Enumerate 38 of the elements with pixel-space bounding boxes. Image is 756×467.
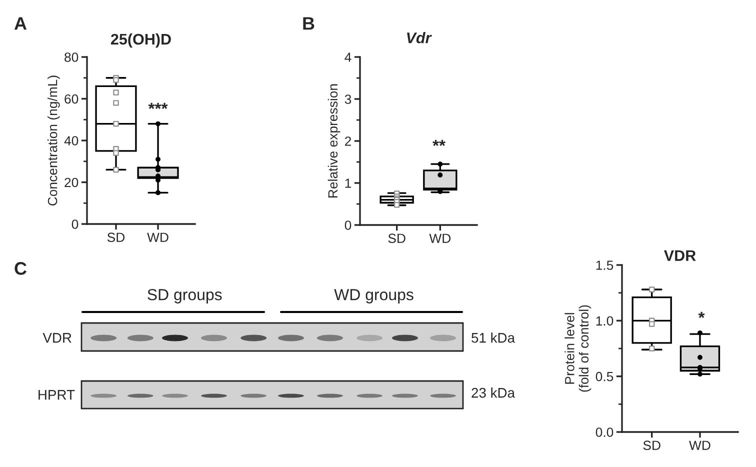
x-tick-label: WD: [689, 440, 710, 450]
annotation: **: [432, 140, 446, 146]
y-tick-label: 1: [345, 178, 352, 188]
x-tick-label: WD: [147, 232, 168, 242]
y-tick-label: 0: [72, 220, 78, 229]
x-tick-label: WD: [429, 234, 451, 243]
text: SD groups: [148, 288, 222, 304]
x-tick-label: SD: [388, 234, 406, 244]
annotation: ***: [148, 102, 168, 110]
chart-title: VDR: [664, 250, 696, 261]
y-tick-label: 0.5: [596, 372, 614, 382]
y-tick-label: 1.5: [596, 260, 614, 270]
y-tick-label: 40: [64, 136, 78, 146]
text: C: [14, 262, 27, 275]
text: HPRT: [38, 390, 75, 400]
chart-title: 25(OH)D: [110, 33, 171, 48]
y-tick-label: 2: [344, 136, 352, 146]
text: 51 kDa: [472, 332, 516, 343]
y-axis-title: Protein level (fold of control): [564, 305, 592, 392]
x-tick-label: SD: [107, 232, 125, 242]
y-axis-title: Relative expression: [328, 84, 340, 198]
y-tick-label: 0: [344, 220, 352, 230]
annotation: *: [698, 312, 705, 318]
x-tick-label: SD: [643, 440, 660, 450]
text: WD groups: [334, 289, 414, 304]
text: 23 kDa: [472, 388, 516, 398]
y-tick-label: 60: [64, 94, 78, 104]
y-tick-label: 80: [64, 52, 78, 62]
text: VDR: [42, 333, 72, 343]
text: B: [303, 17, 314, 30]
y-tick-label: 20: [64, 178, 78, 188]
y-tick-label: 1.0: [596, 316, 614, 326]
y-axis-title: Concentration (ng/mL): [48, 76, 60, 206]
y-tick-label: 4: [344, 52, 352, 62]
y-tick-label: 0.0: [596, 428, 614, 437]
chart-title: Vdr: [407, 32, 432, 44]
y-tick-label: 3: [344, 94, 352, 104]
text: A: [14, 17, 27, 30]
